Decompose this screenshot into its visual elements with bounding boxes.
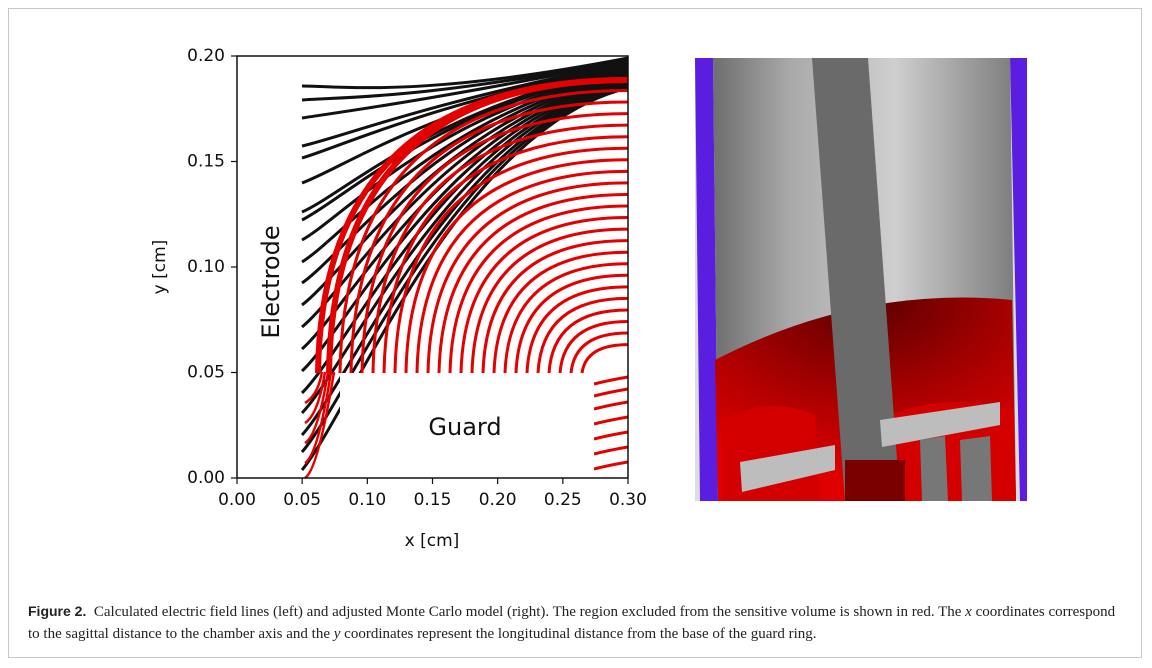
x-tick-label: 0.15 [414,490,452,510]
caption-text: x [965,604,972,620]
field-line [571,333,628,373]
y-tick-label: 0.20 [187,46,225,66]
y-tick-label: 0.00 [187,468,225,488]
x-tick-label: 0.25 [544,490,582,510]
model-render [695,58,1027,501]
x-tick-label: 0.05 [283,490,321,510]
annotation: Electrode [257,225,285,338]
field-line [560,322,628,374]
x-axis-label: x [cm] [405,531,460,551]
x-tick-label: 0.20 [479,490,517,510]
x-tick-label: 0.00 [218,490,256,510]
field-line [594,417,628,424]
field-line [582,345,628,373]
field-line [594,389,628,396]
caption-text: coordinates represent the longitudinal d… [340,626,816,642]
caption: Figure 2. Calculated electric field line… [28,600,1128,645]
x-tick-label: 0.30 [609,490,647,510]
y-tick-label: 0.10 [187,257,225,277]
field-line [505,264,628,373]
field-line [594,447,628,454]
y-axis-label: y [cm] [150,240,170,295]
y-tick-label: 0.05 [187,363,225,383]
caption-text: Calculated electric field lines (left) a… [94,604,965,620]
caption-label: Figure 2. [28,603,86,619]
annotation: Guard [428,413,501,441]
field-line [439,194,628,373]
page: {"chart_data": {"type": "line", "xlabel"… [0,0,1152,668]
field-line [594,377,628,384]
y-tick-label: 0.15 [187,152,225,172]
field-line [594,462,628,469]
figure: Electrode Guard x [cm] y [cm] 0.00 0.05 0.… [0,0,1152,600]
field-line [594,402,628,409]
x-tick-label: 0.10 [348,490,386,510]
field-line [594,432,628,439]
